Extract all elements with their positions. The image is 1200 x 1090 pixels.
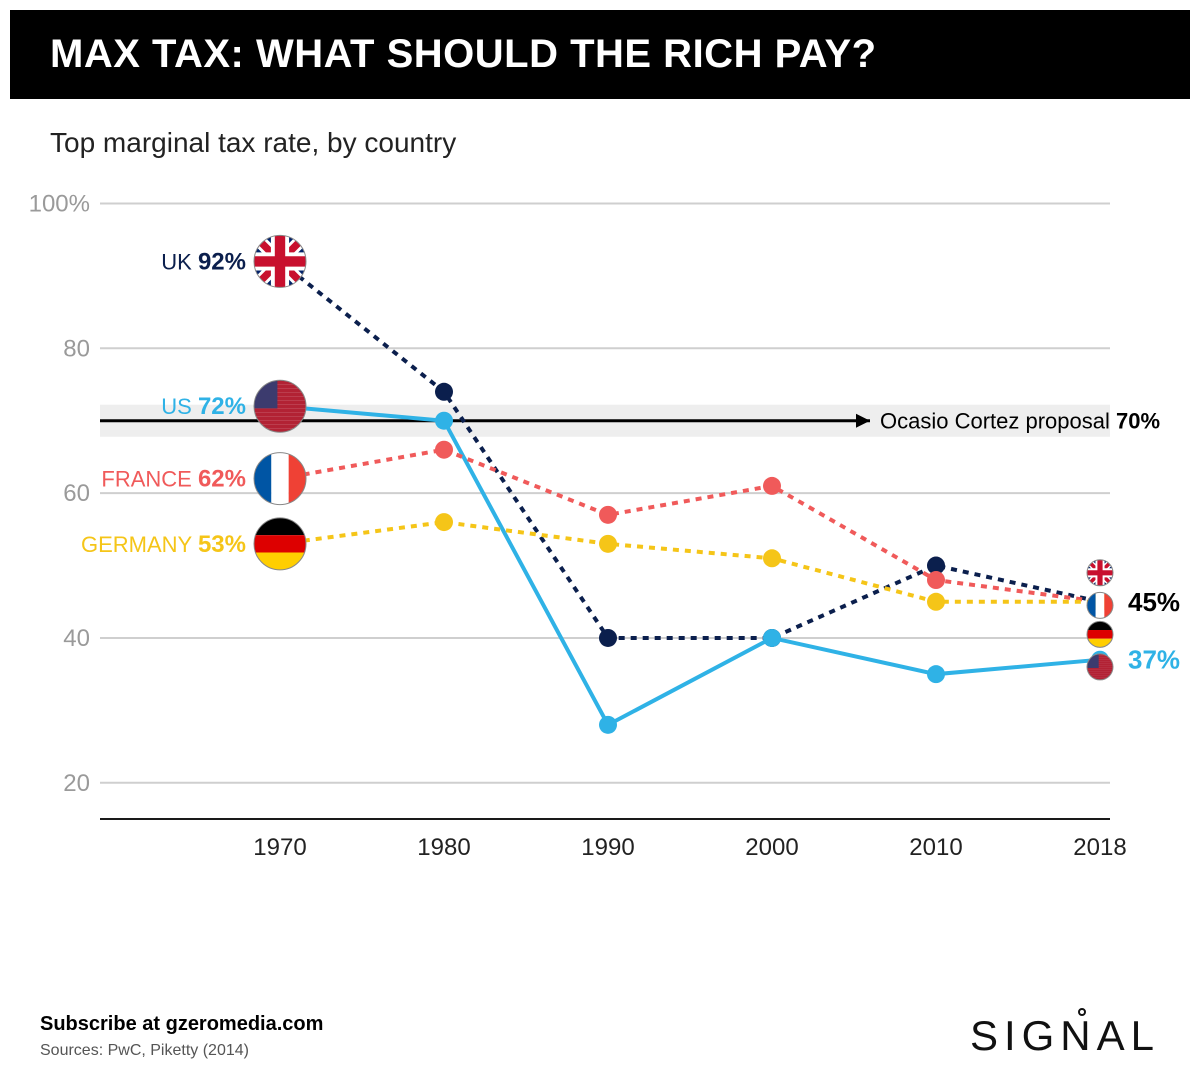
- svg-text:Ocasio Cortez proposal 70%: Ocasio Cortez proposal 70%: [880, 409, 1160, 434]
- chart: 20 40 60 80 100% Ocasio Cortez proposal 70% 19…: [30, 159, 1190, 899]
- svg-text:100%: 100%: [30, 190, 90, 217]
- svg-text:40: 40: [63, 625, 90, 652]
- brand-logo-text: SIGNAL: [970, 1012, 1160, 1059]
- chart-svg: 20 40 60 80 100% Ocasio Cortez proposal 70% 19…: [30, 159, 1190, 899]
- svg-text:FRANCE 62%: FRANCE 62%: [101, 466, 246, 493]
- svg-text:45%: 45%: [1128, 587, 1180, 617]
- svg-text:US 72%: US 72%: [161, 393, 246, 420]
- svg-text:UK 92%: UK 92%: [161, 248, 246, 275]
- svg-text:80: 80: [63, 335, 90, 362]
- subscribe-text: Subscribe at gzeromedia.com: [40, 1013, 323, 1036]
- svg-text:1970: 1970: [253, 834, 306, 861]
- svg-text:1990: 1990: [581, 834, 634, 861]
- page: MAX TAX: WHAT SHOULD THE RICH PAY? Top m…: [0, 10, 1200, 1090]
- svg-text:2000: 2000: [745, 834, 798, 861]
- svg-text:GERMANY 53%: GERMANY 53%: [81, 531, 246, 558]
- svg-text:20: 20: [63, 770, 90, 797]
- brand-logo-dot-icon: [1078, 1008, 1086, 1016]
- page-title: MAX TAX: WHAT SHOULD THE RICH PAY?: [50, 32, 1150, 77]
- svg-text:60: 60: [63, 480, 90, 507]
- sources-text: Sources: PwC, Piketty (2014): [40, 1042, 323, 1060]
- title-bar: MAX TAX: WHAT SHOULD THE RICH PAY?: [10, 10, 1190, 99]
- footer: Subscribe at gzeromedia.com Sources: PwC…: [40, 1012, 1160, 1060]
- svg-text:37%: 37%: [1128, 645, 1180, 675]
- svg-text:2018: 2018: [1073, 834, 1126, 861]
- footer-left: Subscribe at gzeromedia.com Sources: PwC…: [40, 1013, 323, 1060]
- svg-text:1980: 1980: [417, 834, 470, 861]
- subtitle: Top marginal tax rate, by country: [10, 99, 1190, 159]
- svg-text:2010: 2010: [909, 834, 962, 861]
- brand-logo: SIGNAL: [970, 1012, 1160, 1060]
